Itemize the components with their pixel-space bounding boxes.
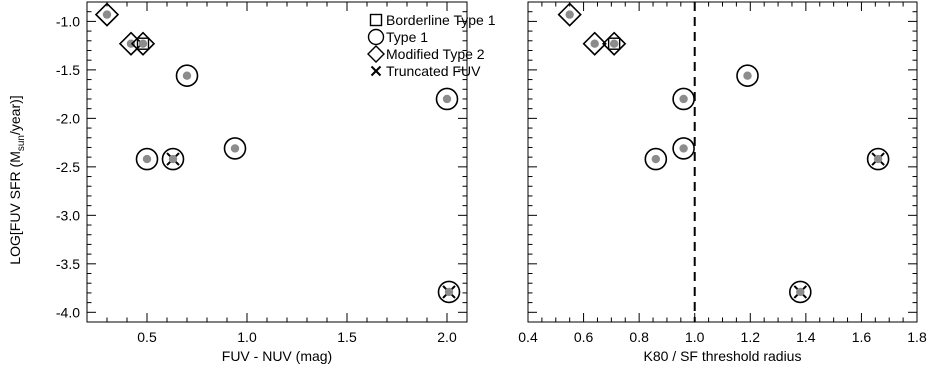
circle-marker <box>135 147 159 171</box>
circle-marker <box>175 64 199 87</box>
center-dot <box>168 154 178 164</box>
center-dot <box>442 94 452 104</box>
circle-marker <box>437 280 461 304</box>
circle-marker <box>788 280 812 304</box>
right-data-point <box>866 147 890 171</box>
legend-label: Borderline Type 1 <box>386 12 496 28</box>
circle-marker <box>644 147 668 171</box>
left-y-tick-label: -3.0 <box>56 207 80 223</box>
left-x-axis-title: FUV - NUV (mag) <box>222 348 332 364</box>
legend-diamond-icon <box>367 45 385 63</box>
right-x-tick-label: 0.8 <box>629 329 649 345</box>
right-data-point <box>672 87 695 111</box>
left-data-point <box>135 147 159 171</box>
center-dot <box>590 39 599 48</box>
left-y-tick-label: -4.0 <box>56 304 80 320</box>
right-x-tick-label: 1.8 <box>907 329 927 345</box>
left-data-point <box>130 31 156 56</box>
center-dot <box>679 94 688 104</box>
left-data-point <box>94 2 120 27</box>
right-data-point <box>736 64 759 87</box>
left-plot-frame <box>86 1 468 323</box>
right-x-axis-title: K80 / SF threshold radius <box>644 348 802 364</box>
legend-circle-icon <box>367 28 385 46</box>
center-dot <box>651 154 661 164</box>
right-data-point <box>788 280 812 304</box>
legend-label: Truncated FUV <box>386 63 481 79</box>
left-x-tick-label: 0.5 <box>137 329 157 345</box>
legend-item: Type 1 <box>367 28 428 46</box>
panel-left: 0.5 1.0 1.5 2.0 -1.0 -1.5 -2.0 -2.5 -3.0 -3.5 -4.0… <box>56 1 496 364</box>
right-x-tick-label: 0.6 <box>574 329 594 345</box>
right-data-point <box>557 2 582 27</box>
legend-x-icon <box>370 65 382 77</box>
left-x-tick-label: 2.0 <box>437 329 457 345</box>
legend-label: Type 1 <box>386 29 428 45</box>
y-axis-title-tail: /year)] <box>7 95 23 135</box>
circle-marker <box>161 147 185 171</box>
circle-marker <box>672 87 695 111</box>
left-y-tick-label: -2.5 <box>56 159 80 175</box>
legend-item: Modified Type 2 <box>367 45 485 63</box>
left-y-tick-label: -1.0 <box>56 13 80 29</box>
center-dot <box>142 154 152 164</box>
square-marker <box>136 37 150 50</box>
center-dot <box>679 144 688 153</box>
legend-label: Modified Type 2 <box>386 46 485 62</box>
circle-marker <box>866 147 890 171</box>
center-dot <box>609 39 619 48</box>
left-data-point <box>435 87 459 111</box>
right-x-tick-label: 1.6 <box>852 329 872 345</box>
legend-square-icon <box>369 13 383 27</box>
center-dot <box>565 10 574 19</box>
diamond-marker <box>94 2 120 27</box>
right-data-point <box>672 137 695 160</box>
panel-right: 0.4 0.6 0.8 1.0 1.2 1.4 1.6 1.8 K80 / SF thresho… <box>518 1 927 364</box>
center-dot <box>873 154 883 164</box>
left-data-point <box>161 147 185 171</box>
right-x-tick-label: 1.4 <box>796 329 816 345</box>
right-data-point <box>582 31 607 56</box>
diamond-marker <box>130 31 156 56</box>
legend-item: Truncated FUV <box>370 63 481 79</box>
circle-marker <box>223 137 247 160</box>
right-plot-frame <box>527 1 918 323</box>
diamond-marker <box>557 2 582 27</box>
circle-marker <box>435 87 459 111</box>
left-y-tick-label: -1.5 <box>56 62 80 78</box>
legend-item: Borderline Type 1 <box>369 12 496 28</box>
left-data-point <box>223 137 247 160</box>
right-data-point <box>602 31 627 56</box>
diamond-marker <box>118 31 144 56</box>
center-dot <box>102 10 112 19</box>
square-marker <box>607 37 621 50</box>
left-data-point <box>175 64 199 87</box>
y-axis-title: LOG[FUV SFR (Msun/year)] <box>7 95 27 264</box>
center-dot <box>444 287 454 297</box>
left-y-tick-label: -2.0 <box>56 110 80 126</box>
left-data-point <box>437 280 461 304</box>
right-x-tick-label: 1.0 <box>685 329 705 345</box>
center-dot <box>182 71 192 80</box>
diamond-marker <box>602 31 627 56</box>
center-dot <box>796 287 805 297</box>
left-y-tick-label: -3.5 <box>56 256 80 272</box>
y-axis-title-main: LOG[FUV SFR (M <box>7 151 23 265</box>
circle-marker <box>736 64 759 87</box>
right-data-point <box>644 147 668 171</box>
circle-marker <box>672 137 695 160</box>
left-x-tick-label: 1.0 <box>237 329 257 345</box>
right-x-tick-label: 1.2 <box>741 329 761 345</box>
center-dot <box>138 39 148 48</box>
left-x-tick-label: 1.5 <box>337 329 357 345</box>
svg-text:LOG[FUV SFR (Msun/year)]: LOG[FUV SFR (Msun/year)] <box>7 95 27 264</box>
right-x-tick-label: 0.4 <box>518 329 538 345</box>
center-dot <box>743 71 752 80</box>
y-axis-title-subscript: sun <box>16 135 27 151</box>
center-dot <box>230 144 240 153</box>
diamond-marker <box>582 31 607 56</box>
